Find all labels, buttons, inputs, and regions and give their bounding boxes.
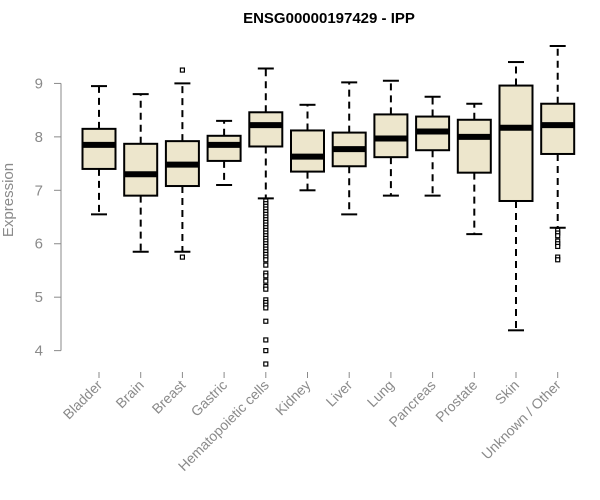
iqr-box — [540, 102, 576, 155]
outlier-point — [179, 254, 185, 260]
box-group — [123, 93, 159, 253]
iqr-box — [81, 127, 117, 170]
iqr-box — [498, 84, 534, 202]
outlier-point — [555, 257, 561, 263]
x-tick-label: Liver — [323, 377, 356, 410]
outlier-point — [263, 262, 269, 268]
outlier-point — [555, 243, 561, 250]
x-tick-label: Brain — [112, 377, 146, 411]
box-group — [415, 95, 451, 197]
y-tick-label: 8 — [35, 129, 43, 146]
y-tick-label: 4 — [35, 343, 43, 360]
outlier-point — [263, 361, 269, 367]
x-tick-label: Skin — [492, 377, 523, 408]
box-group — [81, 85, 117, 216]
outlier-point — [263, 286, 269, 292]
outlier-point — [263, 273, 269, 279]
x-tick-label: Lung — [364, 377, 397, 410]
box-group — [290, 103, 325, 192]
outlier-point — [179, 67, 185, 73]
box-group — [248, 67, 284, 367]
chart-title: ENSG00000197429 - IPP — [243, 10, 415, 27]
y-tick-label: 5 — [35, 289, 43, 306]
box-series — [81, 45, 576, 367]
iqr-box — [206, 134, 242, 162]
iqr-box — [248, 111, 284, 148]
x-tick-label: Unknown / Other — [478, 377, 564, 463]
box-group — [498, 61, 534, 332]
x-tick-label: Kidney — [272, 377, 314, 419]
outlier-point — [263, 318, 269, 324]
iqr-box — [290, 129, 325, 173]
box-group — [331, 81, 367, 216]
x-tick-label: Breast — [149, 377, 189, 417]
outlier-point — [263, 348, 269, 354]
y-axis-ticks: 4 5 6 7 8 9 — [35, 75, 61, 360]
box-group — [164, 67, 200, 260]
iqr-box — [123, 142, 159, 197]
box-group — [456, 102, 492, 236]
y-axis-label: Expression — [0, 163, 17, 237]
x-tick-label: Bladder — [60, 377, 106, 423]
outlier-point — [263, 337, 269, 343]
outlier-point — [263, 305, 269, 311]
box-group — [540, 45, 576, 263]
box-group — [373, 79, 409, 197]
x-tick-label: Prostate — [432, 377, 480, 425]
outlier-point — [263, 278, 269, 284]
box-group — [206, 119, 242, 186]
y-tick-label: 9 — [35, 75, 43, 92]
y-tick-label: 6 — [35, 236, 43, 253]
y-tick-label: 7 — [35, 182, 43, 199]
iqr-box — [456, 118, 492, 174]
outlier-point — [555, 233, 561, 239]
outlier-point — [263, 257, 269, 263]
